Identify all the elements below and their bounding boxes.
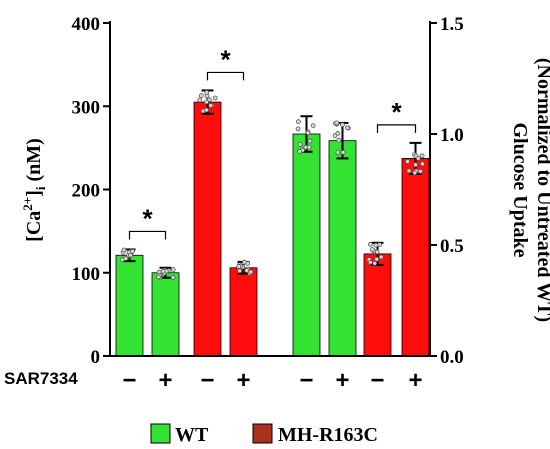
data-point-6-10	[369, 247, 375, 252]
data-point-1-9	[160, 268, 166, 274]
bar-5	[328, 140, 357, 357]
data-point-7-0	[405, 159, 410, 164]
left-tick-label-4: 400	[72, 14, 101, 35]
data-point-0-5	[123, 256, 129, 261]
data-point-5-10	[334, 120, 340, 126]
left-tick-label-3: 300	[72, 97, 101, 118]
treatment-signs: − + − + − + − +	[122, 367, 422, 394]
data-point-2-10	[204, 107, 209, 113]
data-point-4-3	[297, 148, 302, 154]
right-tick-label-1: 0.5	[440, 236, 464, 257]
data-point-4-5	[305, 130, 311, 136]
data-point-7-8	[419, 153, 425, 159]
data-point-4-7	[310, 123, 316, 128]
data-point-5-5	[339, 122, 345, 128]
treatment-sign-5: +	[335, 367, 349, 394]
left-tick-label-0: 0	[91, 347, 101, 368]
legend-label-wt: WT	[175, 424, 209, 446]
significance-layer: * * *	[128, 44, 417, 240]
data-point-4-6	[297, 141, 303, 147]
data-point-5-9	[344, 125, 350, 131]
data-point-6-9	[367, 241, 373, 247]
data-point-2-6	[197, 97, 203, 103]
treatment-sign-6: −	[370, 367, 384, 394]
legend-swatch-mh	[252, 423, 273, 444]
significance-bracket-2	[376, 124, 417, 133]
treatment-sign-7: +	[408, 367, 422, 394]
treatment-sign-1: +	[158, 367, 172, 394]
significance-star-1: *	[220, 44, 231, 74]
data-point-3-10	[244, 268, 250, 273]
legend-label-mh: MH-R163C	[278, 424, 378, 446]
data-point-5-3	[340, 149, 346, 155]
significance-star-0: *	[142, 203, 153, 233]
data-point-5-6	[336, 137, 342, 143]
data-point-1-10	[155, 274, 161, 280]
data-point-4-9	[307, 138, 313, 144]
data-point-3-9	[236, 264, 242, 269]
right-tick-label-3: 1.5	[440, 14, 464, 35]
data-point-5-8	[335, 130, 341, 136]
significance-bracket-1	[206, 71, 245, 81]
bar-0	[115, 254, 144, 357]
bars-layer	[115, 89, 430, 357]
data-point-0-8	[129, 248, 135, 254]
data-point-6-1	[373, 242, 379, 248]
bar-4	[292, 133, 321, 357]
bar-7	[401, 158, 430, 357]
data-point-5-0	[335, 149, 341, 155]
data-point-1-0	[170, 274, 176, 280]
data-point-6-4	[374, 256, 380, 262]
bar-1	[151, 272, 180, 357]
data-point-4-8	[295, 119, 301, 125]
data-point-3-7	[241, 259, 247, 265]
treatment-sign-3: +	[236, 367, 250, 394]
left-tick-label-1: 100	[72, 264, 101, 285]
right-axis-title-line1: Glucose Uptake	[509, 123, 531, 258]
data-point-2-9	[204, 99, 209, 105]
data-point-4-10	[306, 144, 312, 150]
treatment-sign-4: −	[299, 367, 313, 394]
data-point-3-5	[248, 269, 254, 275]
data-point-7-4	[406, 168, 412, 174]
data-point-7-7	[412, 170, 418, 176]
data-point-1-2	[170, 267, 176, 273]
data-point-6-5	[372, 260, 378, 266]
significance-bracket-0	[128, 230, 167, 240]
bar-6	[363, 253, 392, 357]
data-point-6-6	[378, 254, 384, 260]
data-point-7-10	[417, 168, 423, 174]
treatment-label: SAR7334	[4, 369, 78, 388]
bar-2	[193, 101, 222, 357]
legend: WT MH-R163C	[150, 423, 378, 446]
data-point-7-6	[419, 161, 425, 167]
bar-3	[229, 267, 258, 357]
right-axis-title-line2: (Normalized to Untreated WT)	[533, 58, 550, 322]
data-point-2-7	[208, 103, 214, 108]
legend-swatch-wt	[150, 423, 171, 444]
data-point-7-5	[415, 155, 421, 161]
right-tick-label-0: 0.0	[440, 347, 464, 368]
data-point-7-9	[413, 162, 418, 168]
data-point-2-4	[198, 93, 204, 99]
axes-layer: 0 100 200 300 400 0.0 0.5 1.0 1.5	[72, 14, 464, 368]
data-point-0-9	[128, 252, 133, 258]
treatment-sign-2: −	[200, 367, 214, 394]
data-point-2-8	[212, 95, 218, 101]
data-point-6-8	[367, 259, 373, 265]
data-point-2-5	[204, 90, 210, 95]
data-point-3-3	[237, 268, 243, 274]
significance-star-2: *	[391, 97, 402, 127]
data-point-0-10	[121, 247, 127, 253]
left-tick-label-2: 200	[72, 181, 101, 202]
data-point-4-1	[295, 126, 301, 132]
right-tick-label-2: 1.0	[440, 125, 464, 146]
left-axis-title: [Ca2+]i (nM)	[20, 138, 48, 242]
treatment-sign-0: −	[122, 367, 136, 394]
